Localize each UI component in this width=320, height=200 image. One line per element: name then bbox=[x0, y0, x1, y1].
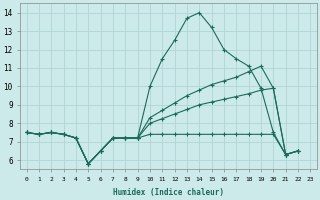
X-axis label: Humidex (Indice chaleur): Humidex (Indice chaleur) bbox=[113, 188, 224, 197]
